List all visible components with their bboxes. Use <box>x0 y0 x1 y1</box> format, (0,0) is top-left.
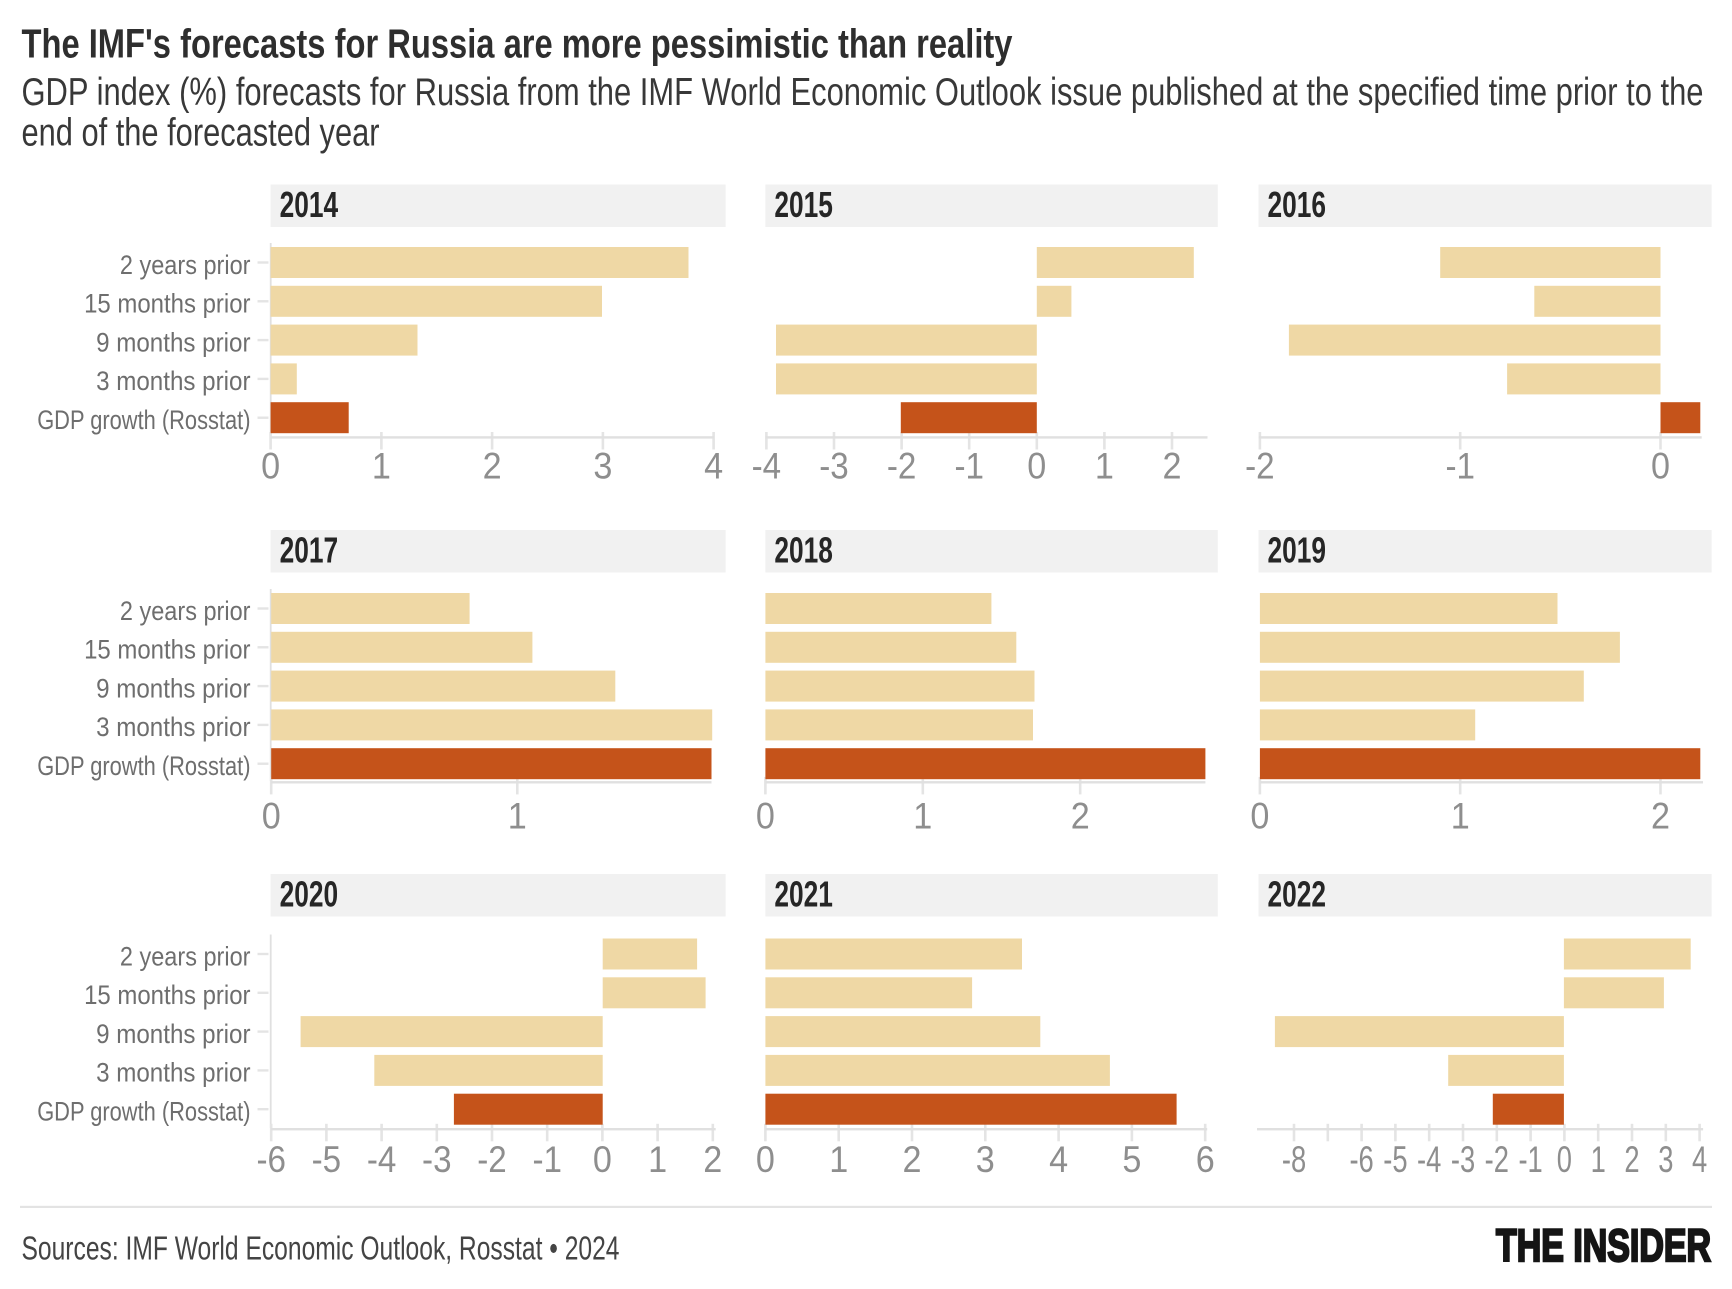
svg-text:4: 4 <box>704 446 723 487</box>
svg-text:1: 1 <box>1095 446 1114 487</box>
svg-text:0: 0 <box>756 796 775 837</box>
svg-text:-2: -2 <box>1245 446 1275 487</box>
svg-text:0: 0 <box>1651 446 1670 487</box>
svg-text:2019: 2019 <box>1268 530 1327 571</box>
svg-text:1: 1 <box>1591 1139 1606 1180</box>
svg-text:3 months prior: 3 months prior <box>96 1058 250 1088</box>
svg-text:-4: -4 <box>1417 1139 1441 1180</box>
svg-text:9 months prior: 9 months prior <box>96 327 250 357</box>
svg-text:0: 0 <box>1250 796 1269 837</box>
svg-text:end of the forecasted year: end of the forecasted year <box>22 112 380 155</box>
svg-text:THE INSIDER: THE INSIDER <box>1496 1220 1711 1271</box>
svg-text:-8: -8 <box>1282 1139 1306 1180</box>
svg-text:15 months prior: 15 months prior <box>84 635 250 665</box>
svg-text:1: 1 <box>508 796 527 837</box>
svg-text:0: 0 <box>593 1139 612 1180</box>
svg-text:4: 4 <box>1049 1139 1068 1180</box>
svg-text:2: 2 <box>1071 796 1090 837</box>
svg-text:GDP growth (Rosstat): GDP growth (Rosstat) <box>37 405 250 435</box>
svg-text:GDP growth (Rosstat): GDP growth (Rosstat) <box>37 751 250 781</box>
svg-text:0: 0 <box>756 1139 775 1180</box>
svg-text:-1: -1 <box>1518 1139 1542 1180</box>
svg-text:-2: -2 <box>887 446 917 487</box>
svg-text:2: 2 <box>903 1139 922 1180</box>
svg-text:-3: -3 <box>819 446 849 487</box>
svg-text:3: 3 <box>1658 1139 1673 1180</box>
svg-text:0: 0 <box>1557 1139 1572 1180</box>
svg-text:2018: 2018 <box>774 530 833 571</box>
svg-text:-1: -1 <box>532 1139 562 1180</box>
svg-text:2020: 2020 <box>280 874 339 915</box>
svg-text:0: 0 <box>1027 446 1046 487</box>
svg-text:0: 0 <box>261 446 280 487</box>
svg-text:-3: -3 <box>422 1139 452 1180</box>
svg-text:-4: -4 <box>367 1139 397 1180</box>
svg-text:2017: 2017 <box>280 530 339 571</box>
svg-text:2 years prior: 2 years prior <box>120 596 251 626</box>
svg-text:2021: 2021 <box>774 874 833 915</box>
svg-text:-1: -1 <box>1445 446 1475 487</box>
svg-text:2 years prior: 2 years prior <box>120 941 251 971</box>
svg-text:-5: -5 <box>312 1139 342 1180</box>
svg-text:2 years prior: 2 years prior <box>120 250 251 280</box>
svg-text:15 months prior: 15 months prior <box>84 980 250 1010</box>
svg-text:GDP growth (Rosstat): GDP growth (Rosstat) <box>37 1097 250 1127</box>
svg-text:Sources: IMF World Economic Ou: Sources: IMF World Economic Outlook, Ros… <box>22 1230 620 1267</box>
svg-text:3 months prior: 3 months prior <box>96 712 250 742</box>
svg-text:2: 2 <box>1624 1139 1639 1180</box>
svg-text:3: 3 <box>593 446 612 487</box>
svg-text:2: 2 <box>1163 446 1182 487</box>
svg-text:2: 2 <box>703 1139 722 1180</box>
svg-text:1: 1 <box>913 796 932 837</box>
svg-text:2014: 2014 <box>280 184 339 225</box>
svg-text:1: 1 <box>648 1139 667 1180</box>
svg-text:2022: 2022 <box>1268 874 1327 915</box>
svg-text:2: 2 <box>1651 796 1670 837</box>
svg-text:GDP index (%) forecasts for Ru: GDP index (%) forecasts for Russia from … <box>22 71 1704 114</box>
svg-text:2015: 2015 <box>774 184 833 225</box>
svg-text:6: 6 <box>1196 1139 1215 1180</box>
svg-text:4: 4 <box>1692 1139 1707 1180</box>
svg-text:-6: -6 <box>1349 1139 1373 1180</box>
svg-text:0: 0 <box>262 796 281 837</box>
svg-text:-2: -2 <box>477 1139 507 1180</box>
svg-text:5: 5 <box>1122 1139 1141 1180</box>
svg-text:-1: -1 <box>954 446 984 487</box>
svg-text:The IMF's forecasts for Russia: The IMF's forecasts for Russia are more … <box>22 21 1013 67</box>
svg-text:1: 1 <box>1451 796 1470 837</box>
svg-text:3: 3 <box>976 1139 995 1180</box>
svg-text:2016: 2016 <box>1268 184 1327 225</box>
svg-text:-4: -4 <box>752 446 782 487</box>
svg-text:15 months prior: 15 months prior <box>84 289 250 319</box>
svg-text:-2: -2 <box>1485 1139 1509 1180</box>
svg-text:9 months prior: 9 months prior <box>96 673 250 703</box>
svg-text:2: 2 <box>483 446 502 487</box>
svg-text:-5: -5 <box>1383 1139 1407 1180</box>
svg-text:9 months prior: 9 months prior <box>96 1019 250 1049</box>
svg-text:1: 1 <box>829 1139 848 1180</box>
svg-text:3 months prior: 3 months prior <box>96 366 250 396</box>
svg-text:-3: -3 <box>1451 1139 1475 1180</box>
svg-text:1: 1 <box>372 446 391 487</box>
svg-text:-6: -6 <box>256 1139 286 1180</box>
